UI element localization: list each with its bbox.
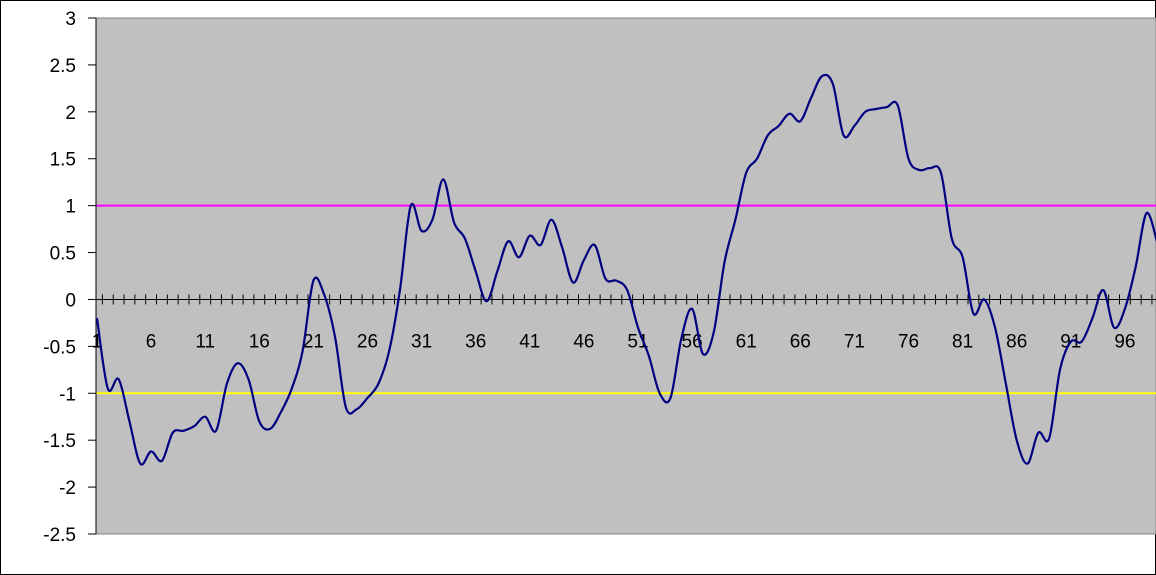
x-axis: 1 6 11 16 21 26 31 36 41 46 51 56 61 66 71 76 81 86 91 96	[92, 294, 1156, 352]
y-tick-label: -1.5	[43, 431, 76, 452]
x-tick-label: 26	[357, 331, 378, 352]
x-tick-label: 81	[952, 331, 973, 352]
x-tick-label: 36	[465, 331, 486, 352]
y-tick-label: 1	[65, 197, 76, 218]
y-tick-label: 2	[65, 103, 76, 124]
x-tick-label: 16	[249, 331, 270, 352]
x-tick-label: 96	[1114, 331, 1135, 352]
x-tick-label: 76	[898, 331, 919, 352]
y-tick-label: -1	[59, 384, 76, 405]
y-tick-label: -0.5	[43, 337, 76, 358]
y-tick-label: -2.5	[43, 525, 76, 546]
x-tick-label: 1	[92, 331, 103, 352]
x-tick-label: 11	[195, 331, 215, 352]
x-tick-label: 61	[736, 331, 757, 352]
x-tick-label: 86	[1006, 331, 1027, 352]
series-group	[95, 73, 1156, 466]
x-tick-label: 21	[303, 331, 324, 352]
y-tick-label: 0.5	[50, 244, 76, 265]
x-tick-label: 71	[844, 331, 865, 352]
x-tick-label: 6	[146, 331, 157, 352]
y-tick-label: 2.5	[50, 56, 76, 77]
y-axis: 3 2.5 2 1.5 1 0.5 0 -0.5 -1 -1.5 -2 -2.5	[43, 9, 97, 546]
y-tick-label: 0	[65, 290, 76, 311]
plot-area	[95, 17, 1156, 535]
y-tick-label: 3	[65, 9, 76, 30]
x-tick-label: 66	[790, 331, 811, 352]
x-tick-label: 56	[682, 331, 703, 352]
x-tick-label: 31	[411, 331, 432, 352]
x-tick-label: 46	[573, 331, 594, 352]
y-tick-label: 1.5	[50, 150, 76, 171]
series-line-0	[95, 73, 1156, 466]
x-tick-label: 41	[519, 331, 540, 352]
reference-lines	[96, 204, 1156, 395]
x-tick-label: 51	[627, 331, 648, 352]
y-tick-label: -2	[59, 478, 76, 499]
